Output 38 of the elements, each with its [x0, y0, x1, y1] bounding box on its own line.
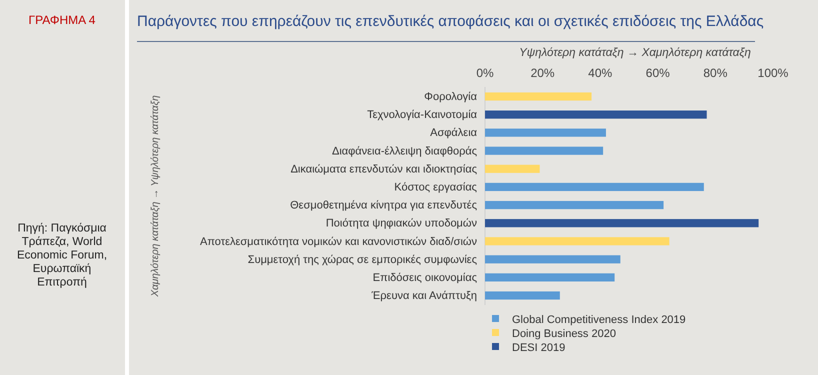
y-tick-label: Θεσμοθετημένα κίνητρα για επενδυτές [290, 200, 477, 212]
legend-label: Doing Business 2020 [512, 328, 616, 340]
x-tick-label: 60% [646, 66, 670, 80]
bar [485, 291, 560, 300]
bar [485, 273, 615, 282]
y-tick-label: Δικαιώματα επενδυτών και ιδιοκτησίας [290, 163, 477, 176]
y-tick-label: Φορολογία [424, 91, 478, 104]
bar [485, 92, 592, 101]
bar [485, 164, 540, 173]
y-axis-title: Χαμηλότερη κατάταξη → Υψηλότερη κατάταξη [150, 94, 161, 298]
y-tick-label: Αποτελεσματικότητα νομικών και κανονιστικών διαδ/σιών [200, 236, 478, 248]
x-tick-label: 20% [530, 66, 555, 80]
y-tick-label: Τεχνολογία-Καινοτομία [367, 109, 478, 122]
x-tick-label: 0% [476, 66, 494, 80]
text: Πηγή: Παγκόσμια Τράπεζα, World Economic Forum, Ευρωπαϊκή Επιτροπή [16, 222, 108, 288]
y-tick-label: Επιδόσεις οικονομίας [372, 272, 477, 284]
x-tick-label: 40% [588, 66, 613, 80]
y-tick-label: Συμμετοχή της χώρας σε εμπορικές συμφωνίες [248, 254, 477, 266]
bar [485, 128, 606, 137]
bar [485, 237, 670, 246]
bar [485, 200, 664, 210]
y-tick-label: Ποιότητα ψηφιακών υποδομών [326, 218, 478, 230]
y-tick-label: Κόστος εργασίας [394, 181, 477, 194]
bar [485, 182, 704, 192]
y-tick-label: Ασφάλεια [430, 127, 478, 140]
bar [485, 255, 620, 264]
y-tick-label: Έρευνα και Ανάπτυξη [370, 290, 477, 302]
bar [485, 146, 604, 155]
bar [485, 110, 707, 119]
x-tick-label: 100% [758, 66, 789, 80]
bar [485, 219, 759, 228]
x-tick-label: 80% [703, 66, 728, 80]
y-tick-label: Διαφάνεια-έλλειψη διαφθοράς [332, 145, 477, 158]
x-axis-title: Υψηλότερη κατάταξη → Χαμηλότερη κατάταξη [519, 47, 751, 59]
chart-title: Παράγοντες που επηρεάζουν τις επενδυτικές αποφάσεις και οι σχετικές επιδόσεις της Ελλάδας [137, 13, 764, 30]
legend-label: Global Competitiveness Index 2019 [512, 314, 686, 326]
text: ΓΡΑΦΗΜΑ 4 [28, 13, 96, 27]
legend-label: DESI 2019 [512, 342, 566, 354]
